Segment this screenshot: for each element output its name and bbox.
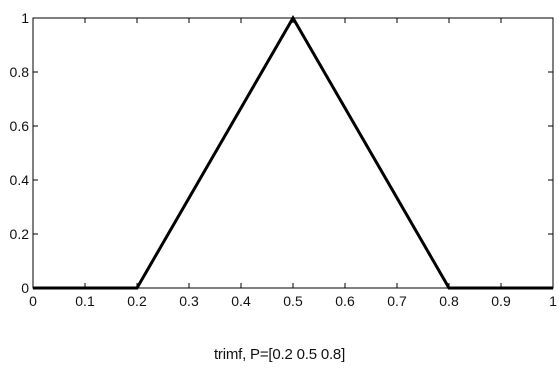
x-tick-label: 0.4 — [231, 293, 251, 309]
y-tick-label: 0 — [21, 280, 29, 296]
y-tick-label: 0.2 — [10, 226, 30, 242]
x-tick-label: 0.3 — [179, 293, 199, 309]
x-tick-label: 0.2 — [127, 293, 147, 309]
y-tick-label: 0.4 — [10, 172, 30, 188]
membership-function-line — [33, 15, 553, 290]
y-axis-tick-labels: 0 0.2 0.4 0.6 0.8 1 — [10, 10, 30, 296]
x-tick-label: 0.6 — [335, 293, 355, 309]
x-tick-label: 0.9 — [491, 293, 511, 309]
x-tick-label: 0 — [29, 293, 37, 309]
plot-area-frame — [32, 17, 554, 289]
x-axis-label: trimf, P=[0.2 0.5 0.8] — [213, 346, 346, 363]
x-tick-label: 0.1 — [75, 293, 95, 309]
y-tick-label: 1 — [21, 10, 29, 26]
x-tick-label: 1 — [549, 293, 557, 309]
x-axis-tick-labels: 0 0.1 0.2 0.3 0.4 0.5 0.6 0.7 0.8 0.9 1 — [29, 293, 557, 309]
y-axis-ticks — [33, 17, 553, 289]
x-tick-label: 0.7 — [387, 293, 407, 309]
x-tick-label: 0.5 — [283, 293, 303, 309]
y-tick-label: 0.6 — [10, 118, 30, 134]
x-tick-label: 0.8 — [439, 293, 459, 309]
y-tick-label: 0.8 — [10, 64, 30, 80]
x-axis-ticks — [32, 18, 554, 288]
